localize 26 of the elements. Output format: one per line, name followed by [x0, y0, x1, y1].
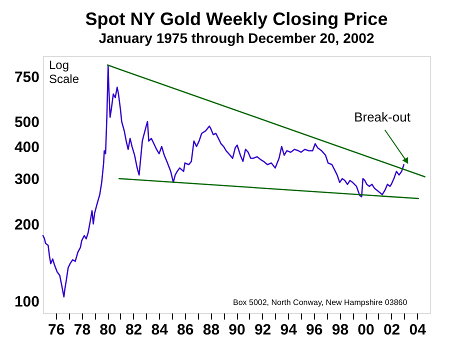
annotation: Log Scale	[49, 58, 80, 86]
x-tick-label: 78	[74, 322, 91, 338]
x-tick-label: 84	[151, 322, 169, 338]
y-tick-label: 750	[14, 68, 40, 86]
x-tick-label: 88	[202, 322, 220, 338]
y-tick-label: 100	[14, 294, 40, 311]
y-tick-label: 400	[14, 139, 40, 156]
x-tick-label: 96	[306, 322, 323, 338]
y-tick-label: 500	[14, 114, 40, 132]
x-tick-label: 82	[125, 322, 142, 338]
x-tick-label: 90	[228, 322, 246, 338]
x-tick-label: 76	[48, 322, 65, 338]
annotation: Box 5002, North Conway, New Hampshire 03860	[233, 298, 408, 307]
y-tick-label: 300	[14, 171, 40, 188]
x-tick-label: 94	[280, 322, 298, 338]
x-tick-label: 92	[254, 322, 272, 338]
x-tick-label: 04	[409, 322, 427, 338]
x-tick-label: 86	[177, 322, 194, 338]
x-tick-label: 98	[332, 322, 349, 338]
x-tick-label: 02	[383, 322, 400, 338]
chart-title: Spot NY Gold Weekly Closing Price	[85, 9, 388, 29]
y-tick-label: 200	[14, 216, 40, 234]
x-tick-label: 00	[358, 322, 374, 338]
x-tick-label: 80	[100, 322, 116, 338]
annotation: Break-out	[354, 110, 411, 124]
chart-subtitle: January 1975 through December 20, 2002	[98, 30, 374, 46]
